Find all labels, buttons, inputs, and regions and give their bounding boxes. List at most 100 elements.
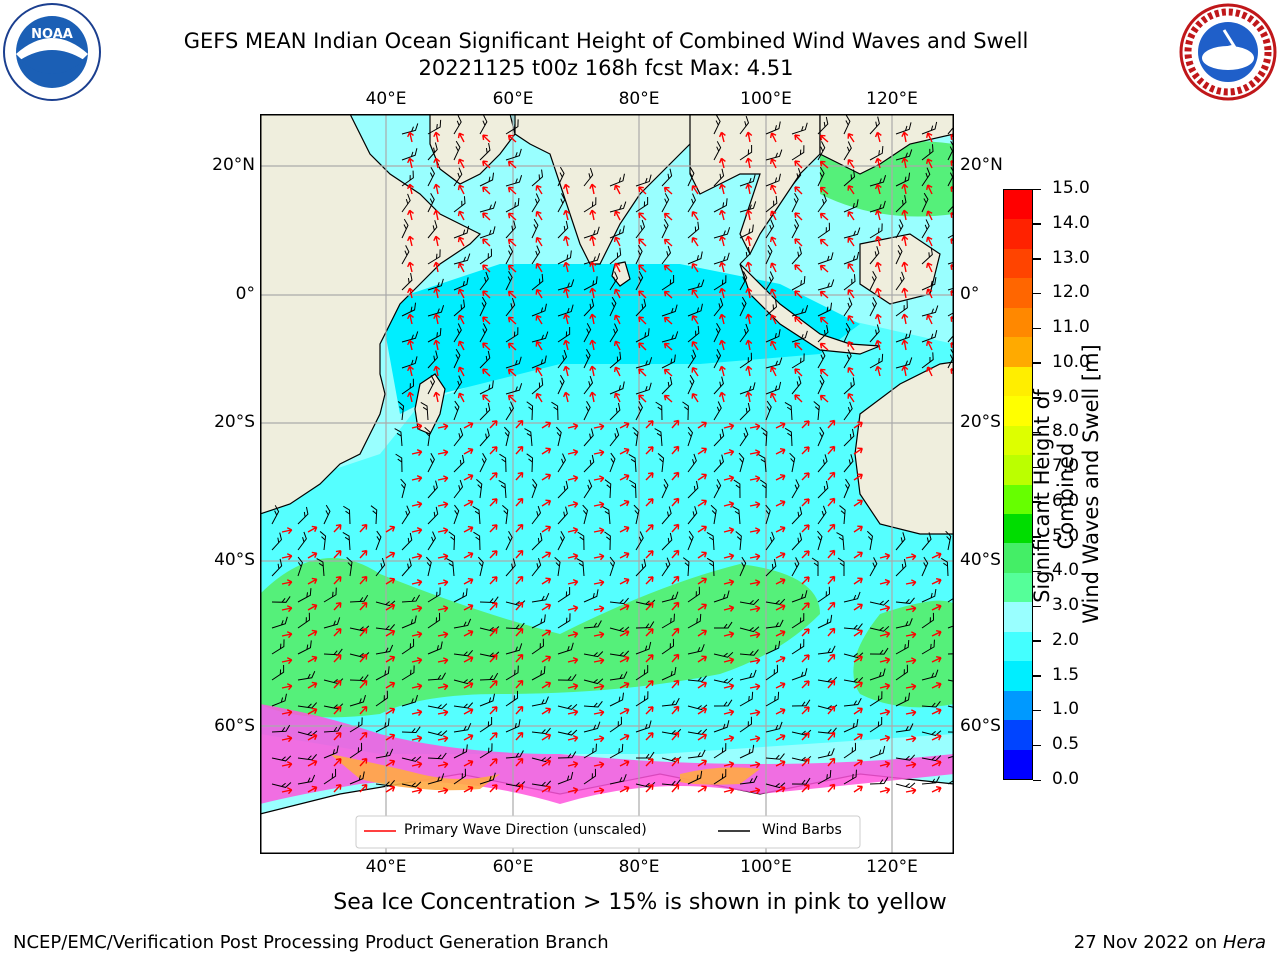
wind-barb bbox=[713, 401, 722, 421]
wave-arrow bbox=[645, 654, 654, 663]
lon-label-top-80: 80°E bbox=[618, 89, 660, 109]
wave-arrow bbox=[482, 290, 491, 299]
colorbar-tick-mark bbox=[1033, 744, 1041, 747]
wind-barb bbox=[687, 644, 705, 655]
wave-arrow bbox=[482, 394, 491, 403]
colorbar-label-line1: Significant Height of Combined bbox=[1030, 389, 1078, 603]
wave-arrow bbox=[359, 523, 368, 533]
wave-arrow bbox=[619, 421, 630, 429]
wind-barb bbox=[713, 743, 727, 759]
wind-barb bbox=[843, 114, 851, 135]
wind-barb bbox=[843, 251, 860, 265]
wind-barb bbox=[297, 556, 304, 577]
wave-arrow bbox=[463, 473, 474, 481]
wind-barb bbox=[655, 401, 663, 421]
wind-barb bbox=[479, 296, 487, 317]
wind-barb bbox=[895, 357, 913, 369]
wind-barb bbox=[531, 593, 550, 603]
wind-barb bbox=[531, 245, 541, 265]
wind-barb bbox=[869, 175, 887, 187]
lat-label-right-20s: 20°S bbox=[960, 412, 1001, 432]
wind-barb bbox=[869, 146, 884, 161]
wind-barb bbox=[687, 426, 694, 447]
wind-barb bbox=[401, 170, 414, 187]
wave-arrow bbox=[801, 446, 810, 455]
colorbar-tick-label: 13.0 bbox=[1052, 247, 1090, 268]
wind-barb bbox=[609, 381, 625, 395]
wind-barb bbox=[479, 226, 496, 239]
wind-barb bbox=[817, 480, 829, 499]
wave-arrow bbox=[671, 497, 680, 507]
wind-barb bbox=[682, 557, 690, 577]
wind-barb bbox=[349, 742, 363, 759]
wave-arrow bbox=[507, 134, 517, 143]
wave-arrow bbox=[482, 264, 491, 273]
wave-arrow bbox=[819, 394, 829, 403]
map-subtitle: 20221125 t00z 168h fcst Max: 4.51 bbox=[418, 56, 794, 80]
wind-barb bbox=[765, 598, 786, 605]
wind-barb bbox=[713, 168, 725, 187]
wave-arrow bbox=[645, 758, 654, 767]
wind-barb bbox=[654, 428, 663, 447]
wind-barb bbox=[401, 356, 418, 369]
wave-arrow bbox=[794, 342, 803, 351]
wind-barb bbox=[557, 642, 574, 655]
wave-arrow bbox=[589, 287, 597, 299]
wave-arrow bbox=[645, 576, 654, 585]
colorbar-tick-mark bbox=[1033, 397, 1041, 399]
wave-arrow bbox=[613, 288, 621, 299]
wind-barb bbox=[843, 141, 852, 161]
wave-arrow bbox=[593, 761, 605, 769]
wave-arrow bbox=[589, 235, 597, 247]
wave-arrow bbox=[745, 339, 753, 351]
wind-barb bbox=[583, 620, 602, 629]
wind-barb bbox=[583, 454, 595, 473]
wave-arrow bbox=[589, 339, 597, 351]
wind-barb bbox=[661, 304, 678, 317]
wind-barb bbox=[505, 245, 514, 265]
wave-arrow bbox=[931, 630, 942, 637]
wave-arrow bbox=[507, 368, 517, 377]
wave-arrow bbox=[638, 394, 647, 403]
wave-arrow bbox=[926, 184, 933, 195]
wave-arrow bbox=[794, 238, 803, 247]
wind-barb bbox=[609, 743, 624, 759]
wind-barb bbox=[817, 193, 827, 213]
wind-barb bbox=[583, 589, 599, 603]
colorbar-segment bbox=[1004, 248, 1032, 279]
wind-barb bbox=[765, 558, 777, 577]
wave-arrow bbox=[515, 523, 524, 533]
wave-arrow bbox=[671, 757, 680, 767]
wind-barb bbox=[713, 252, 730, 265]
wave-arrow bbox=[437, 501, 449, 509]
wave-arrow bbox=[281, 579, 293, 587]
wind-barb bbox=[453, 454, 465, 473]
wind-barb bbox=[687, 453, 697, 473]
wave-arrow bbox=[359, 757, 368, 767]
wave-arrow bbox=[718, 287, 726, 299]
colorbar-segment bbox=[1004, 661, 1032, 691]
wind-barb bbox=[817, 252, 834, 265]
wave-arrow bbox=[847, 211, 855, 221]
nws-logo bbox=[1178, 2, 1278, 102]
wave-arrow bbox=[281, 683, 293, 691]
wind-barb bbox=[479, 596, 499, 604]
wind-barb bbox=[271, 693, 287, 707]
wave-arrow bbox=[541, 707, 552, 715]
wave-arrow bbox=[482, 212, 491, 221]
wind-barb bbox=[817, 116, 829, 135]
wind-barb bbox=[583, 253, 601, 265]
wave-arrow bbox=[879, 734, 891, 742]
wave-arrow bbox=[775, 707, 786, 715]
wave-arrow bbox=[619, 525, 630, 533]
wave-arrow bbox=[457, 314, 465, 325]
wave-arrow bbox=[489, 706, 498, 715]
wave-arrow bbox=[853, 733, 863, 741]
wave-arrow bbox=[645, 498, 654, 507]
wind-barb bbox=[401, 558, 412, 577]
wind-barb bbox=[505, 220, 516, 239]
wind-barb bbox=[739, 402, 751, 421]
wave-arrow bbox=[281, 527, 293, 535]
wave-arrow bbox=[801, 498, 810, 507]
wind-barb bbox=[479, 248, 492, 265]
